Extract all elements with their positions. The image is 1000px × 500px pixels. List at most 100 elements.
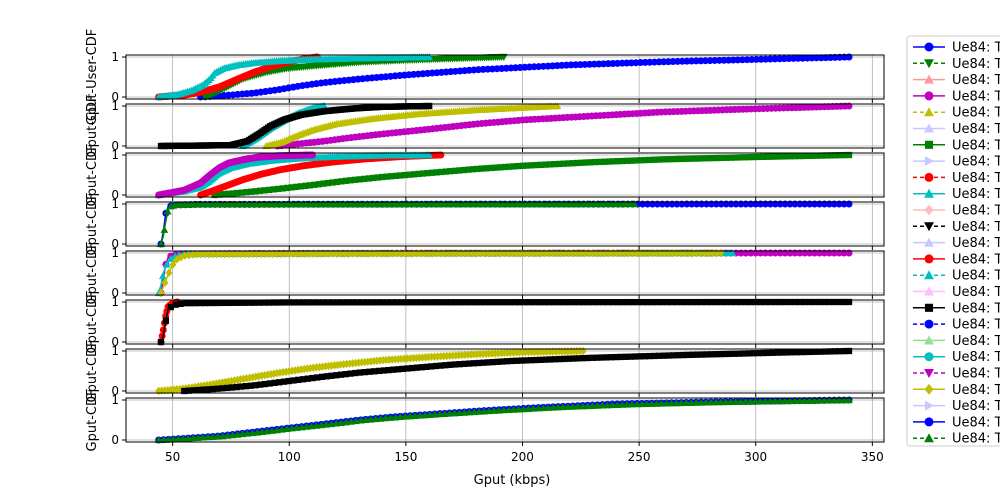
series-marker <box>462 299 469 306</box>
y-tick-label: 0 <box>111 286 119 300</box>
series-marker <box>195 386 202 394</box>
legend-marker <box>924 140 934 149</box>
y-tick-label: 1 <box>111 295 119 309</box>
series-marker <box>760 349 767 357</box>
series-marker <box>297 249 305 258</box>
series-marker <box>841 151 848 159</box>
series-marker <box>485 359 492 366</box>
series-marker <box>546 161 554 168</box>
series-marker <box>812 348 819 355</box>
series-marker <box>469 166 477 173</box>
series-marker <box>404 365 411 372</box>
series-marker <box>628 157 635 164</box>
series-marker <box>433 299 440 306</box>
series-marker <box>329 179 336 186</box>
legend-entry: Ue84: T <box>913 367 1000 382</box>
series-marker <box>717 350 724 358</box>
series-marker <box>755 349 762 357</box>
series-marker <box>634 298 641 306</box>
series-marker <box>646 352 653 360</box>
series-marker <box>693 298 700 306</box>
legend-marker <box>924 172 934 182</box>
series-marker <box>375 367 383 375</box>
series-marker <box>709 248 717 258</box>
series-marker <box>590 299 597 306</box>
series-marker <box>185 387 193 394</box>
x-tick-label: 350 <box>861 450 884 464</box>
series-marker <box>157 338 165 346</box>
series-marker <box>406 171 413 178</box>
series-marker <box>677 399 686 407</box>
series-marker <box>342 177 350 184</box>
series-marker <box>647 399 656 407</box>
series-marker <box>655 156 662 163</box>
series-marker <box>703 298 710 306</box>
series-marker <box>830 396 839 404</box>
series-marker <box>777 298 784 306</box>
series-marker <box>573 248 581 258</box>
series-marker <box>664 156 671 163</box>
series-marker <box>752 298 759 306</box>
series-group <box>154 53 853 101</box>
series-marker <box>570 355 577 362</box>
series-marker <box>831 348 838 355</box>
series-marker <box>696 155 703 162</box>
series-marker <box>438 168 445 176</box>
series-marker <box>584 354 592 362</box>
series-marker <box>410 171 418 178</box>
series-marker <box>285 299 292 306</box>
series-marker <box>637 157 644 164</box>
series-marker <box>401 171 409 179</box>
series-marker <box>354 299 361 306</box>
series-marker <box>541 299 548 306</box>
series-marker <box>496 299 504 306</box>
series-marker <box>329 249 337 258</box>
series-marker <box>249 249 257 259</box>
series-marker <box>344 299 351 306</box>
series-marker <box>741 154 748 161</box>
series-marker <box>457 299 464 306</box>
series-marker <box>707 398 715 406</box>
series-marker <box>413 299 420 306</box>
subplot-frame <box>125 250 885 296</box>
series-marker <box>718 154 726 162</box>
series-marker <box>703 351 710 358</box>
series-marker <box>162 317 170 324</box>
y-axis-label: Gput-CDF <box>85 389 100 452</box>
series-marker <box>356 369 364 376</box>
series-marker <box>757 298 764 306</box>
series-marker <box>542 161 549 168</box>
series-marker <box>659 298 666 306</box>
series-marker <box>817 348 824 355</box>
series-marker <box>320 180 327 187</box>
series-marker <box>167 303 174 311</box>
series-marker <box>328 372 335 379</box>
series-marker <box>578 402 587 410</box>
legend-label: Ue84: T <box>952 122 1000 137</box>
series-marker <box>651 156 658 163</box>
legend-entry: Ue84: T <box>913 399 1000 414</box>
series-marker <box>692 398 700 406</box>
series-marker <box>225 190 232 197</box>
series-marker <box>276 379 283 386</box>
series-marker <box>595 299 602 306</box>
series-marker <box>768 153 776 160</box>
series-marker <box>447 168 454 175</box>
series-marker <box>225 249 233 259</box>
legend-entry: Ue84: T <box>913 252 1000 267</box>
series-marker <box>641 156 649 164</box>
series-marker <box>374 174 381 181</box>
series-marker <box>788 349 796 356</box>
series-marker <box>172 301 179 308</box>
series-marker <box>265 249 273 259</box>
series-marker <box>746 350 753 357</box>
series-marker <box>202 299 209 307</box>
series-marker <box>623 400 631 408</box>
series-marker <box>614 298 622 306</box>
series-marker <box>460 166 468 174</box>
legend-label: Ue84: T <box>952 334 1000 349</box>
series-marker <box>256 299 263 306</box>
series-marker <box>217 249 225 259</box>
series-marker <box>526 299 533 306</box>
series-marker <box>437 299 445 306</box>
